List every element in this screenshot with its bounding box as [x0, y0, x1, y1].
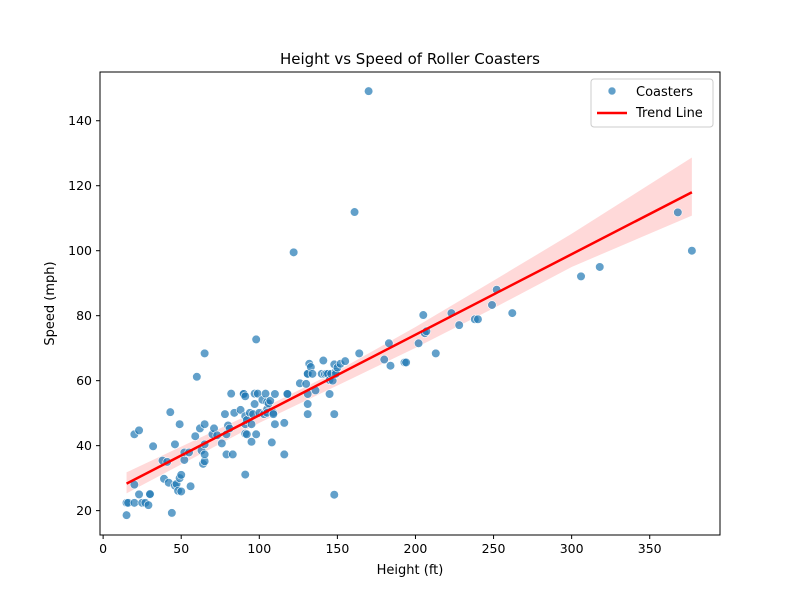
data-point: [167, 508, 177, 518]
data-point: [176, 486, 186, 497]
y-tick-label: 20: [76, 503, 92, 518]
data-point: [134, 425, 144, 435]
data-point: [176, 470, 186, 480]
y-tick-label: 120: [68, 178, 92, 193]
data-point: [267, 437, 277, 448]
data-point: [121, 510, 132, 520]
data-point: [303, 399, 313, 409]
data-point: [307, 369, 317, 379]
data-point: [301, 379, 311, 389]
data-point: [431, 348, 441, 358]
x-axis-ticks: 0 50 100 150 200 250 300 350: [99, 535, 662, 556]
data-point: [418, 310, 428, 320]
data-point: [279, 418, 289, 428]
chart-title: Height vs Speed of Roller Coasters: [280, 50, 540, 68]
data-point: [487, 300, 497, 310]
data-point: [270, 389, 280, 399]
data-point: [250, 399, 260, 409]
data-point: [270, 419, 280, 429]
data-point: [507, 308, 517, 318]
data-point: [364, 86, 374, 96]
data-point: [175, 419, 185, 429]
data-point: [413, 338, 424, 348]
data-point: [192, 372, 202, 382]
legend-label-coasters: Coasters: [636, 85, 693, 100]
x-tick-label: 150: [325, 541, 349, 556]
y-tick-label: 100: [68, 243, 92, 258]
x-tick-label: 300: [560, 541, 584, 556]
data-point: [145, 489, 155, 499]
legend-marker-coasters: [607, 86, 617, 96]
data-point: [134, 489, 144, 499]
data-point: [595, 262, 605, 272]
data-point: [242, 429, 252, 439]
y-tick-label: 60: [76, 373, 92, 388]
data-point: [265, 396, 275, 406]
data-point: [349, 207, 360, 217]
confidence-band: [126, 157, 692, 494]
data-point: [340, 356, 350, 366]
data-point: [282, 389, 293, 399]
trend-line-layer: [125, 191, 693, 485]
x-tick-label: 50: [173, 541, 189, 556]
x-tick-label: 250: [482, 541, 506, 556]
data-point: [165, 407, 175, 417]
data-point: [324, 389, 335, 399]
x-tick-label: 200: [404, 541, 428, 556]
data-point: [279, 449, 289, 460]
legend-box: [590, 78, 714, 128]
data-point: [200, 449, 210, 460]
data-point: [200, 348, 210, 358]
data-point: [576, 271, 586, 281]
data-point: [329, 409, 339, 419]
data-point: [318, 355, 328, 366]
data-point: [251, 429, 261, 439]
y-tick-label: 80: [76, 308, 92, 323]
data-point: [190, 431, 200, 441]
data-point: [354, 348, 364, 358]
data-point: [217, 438, 227, 448]
data-point: [473, 314, 483, 324]
trend-line: [125, 191, 693, 485]
data-point: [240, 469, 250, 480]
data-point: [129, 498, 139, 508]
data-point: [673, 207, 683, 217]
legend-label-trend-line: Trend Line: [635, 106, 703, 121]
data-point: [200, 419, 210, 429]
y-tick-label: 140: [68, 113, 92, 128]
data-point: [454, 320, 464, 330]
data-point: [329, 490, 339, 500]
x-tick-label: 0: [99, 541, 107, 556]
data-point: [385, 361, 396, 371]
data-point: [235, 405, 246, 415]
data-point: [226, 389, 236, 399]
data-point: [143, 500, 154, 510]
y-axis-ticks: 20 40 60 80 100 120 140: [68, 113, 100, 518]
data-point: [268, 409, 278, 419]
data-point: [220, 409, 230, 419]
x-axis-title: Height (ft): [377, 563, 444, 578]
data-point: [379, 354, 389, 365]
data-points-layer: [121, 86, 697, 520]
data-point: [228, 449, 238, 460]
data-point: [401, 357, 411, 368]
data-point: [289, 247, 299, 257]
x-tick-label: 350: [638, 541, 662, 556]
data-point: [240, 391, 250, 401]
data-point: [246, 437, 257, 447]
x-tick-label: 100: [247, 541, 271, 556]
data-point: [687, 246, 697, 256]
data-point: [185, 481, 196, 491]
data-point: [170, 439, 180, 449]
y-tick-label: 40: [76, 438, 92, 453]
data-point: [251, 334, 261, 345]
y-axis-title: Speed (mph): [43, 261, 58, 345]
data-point: [148, 441, 158, 451]
plot-frame: [99, 71, 721, 536]
legend: Coasters Trend Line: [590, 78, 714, 128]
confidence-band-layer: [126, 157, 692, 494]
data-point: [303, 409, 313, 419]
